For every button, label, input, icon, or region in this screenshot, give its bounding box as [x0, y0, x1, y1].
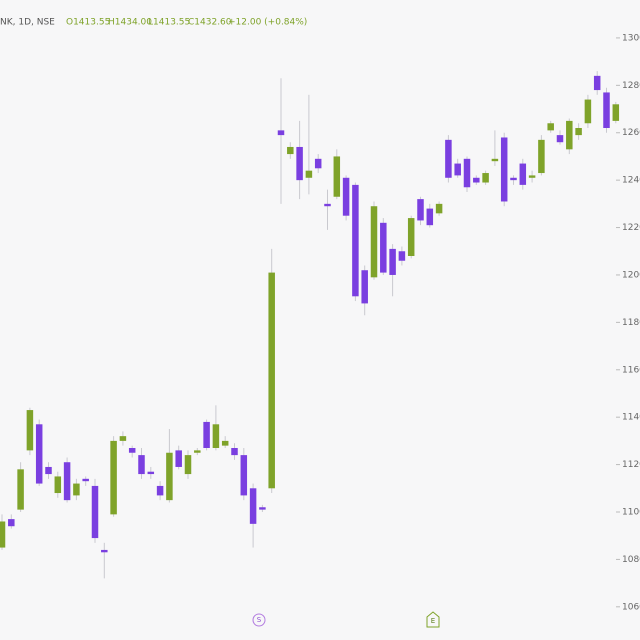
candle-body — [110, 440, 117, 515]
candle-body — [510, 177, 517, 181]
candle-body — [0, 521, 6, 548]
candle-body — [528, 175, 536, 178]
close-label: C1432.60 — [188, 18, 232, 28]
candle-body — [398, 251, 406, 261]
y-tick-label: 1220 — [622, 223, 640, 233]
candle-body — [324, 203, 331, 207]
candle-body — [463, 158, 471, 188]
candle-body — [128, 448, 136, 453]
header: NK, 1D, NSE O1413.55 H1434.00 L1413.55 C… — [0, 18, 307, 28]
candle-body — [491, 158, 499, 162]
candle-body — [26, 410, 34, 451]
y-tick-label: 1100 — [622, 508, 640, 518]
candle-body — [221, 440, 229, 446]
y-tick-label: 1300 — [622, 33, 640, 43]
candle-body — [342, 177, 350, 216]
open-label: O1413.55 — [66, 18, 110, 28]
candle-body — [259, 507, 266, 510]
candle-body — [305, 170, 313, 178]
earnings-marker-label: E — [431, 617, 435, 625]
candle-body — [73, 483, 80, 496]
candle-body — [91, 485, 99, 539]
candle-body — [184, 455, 192, 475]
candle-body — [352, 184, 359, 297]
candle-body — [333, 156, 341, 197]
candle-body — [547, 123, 554, 131]
candle-body — [240, 455, 248, 496]
candle-body — [35, 424, 43, 484]
candle-body — [147, 471, 155, 475]
candle-body — [575, 128, 582, 136]
y-tick-label: 1120 — [622, 460, 640, 470]
candle-body — [435, 203, 443, 214]
candle-body — [426, 208, 434, 226]
y-tick-label: 1200 — [622, 270, 640, 280]
y-tick-label: 1180 — [622, 318, 640, 328]
candle-body — [370, 206, 378, 278]
candle-body — [175, 450, 182, 467]
candle-body — [212, 424, 220, 448]
candle-body — [249, 488, 257, 524]
candle-body — [538, 139, 545, 174]
candle-body — [287, 146, 294, 155]
candle-body — [389, 248, 396, 275]
candle-body — [407, 218, 415, 256]
candle-body — [101, 549, 108, 553]
candle-body — [194, 450, 201, 453]
candle-body — [82, 478, 89, 482]
candle-body — [63, 462, 71, 501]
split-marker — [252, 613, 266, 627]
change-label: +12.00 (+0.84%) — [228, 18, 307, 28]
candle-body — [454, 163, 461, 176]
candle-body — [45, 466, 52, 475]
candle-body — [584, 99, 592, 124]
candle-body — [612, 104, 620, 121]
candle-body — [519, 163, 527, 185]
high-label: H1434.00 — [108, 18, 152, 28]
candle-body — [54, 476, 62, 494]
low-label: L1413.55 — [148, 18, 190, 28]
candle-body — [473, 177, 480, 183]
event-markers: S E — [252, 611, 440, 628]
candle-body — [268, 272, 275, 489]
earnings-marker — [426, 611, 440, 628]
candle-body — [314, 158, 322, 169]
candle-body — [445, 139, 452, 178]
y-tick-label: 1240 — [622, 176, 640, 186]
candle-body — [231, 448, 238, 456]
candle-body — [361, 270, 368, 304]
candle-body — [296, 146, 303, 181]
y-tick-label: 1280 — [622, 81, 640, 91]
y-tick-label: 1060 — [622, 602, 640, 612]
candle-body — [380, 222, 387, 273]
candle-body — [203, 421, 210, 448]
candle-body — [482, 173, 489, 183]
y-tick-label: 1160 — [622, 365, 640, 375]
candle-body — [8, 519, 15, 527]
candle-body — [277, 130, 285, 136]
y-tick-label: 1080 — [622, 555, 640, 565]
split-marker-label: S — [257, 616, 262, 624]
candle-body — [138, 455, 145, 475]
y-tick-label: 1140 — [622, 413, 640, 423]
candle-body — [566, 120, 573, 150]
candle-body — [17, 469, 24, 510]
y-tick-label: 1260 — [622, 128, 640, 138]
candle-body — [156, 485, 164, 496]
candle-body — [556, 135, 564, 143]
candle-body — [417, 199, 424, 221]
chart-title: NK, 1D, NSE — [0, 18, 55, 28]
candle-body — [166, 452, 173, 501]
candle-body — [603, 92, 610, 128]
candle-body — [500, 137, 508, 202]
candle-body — [119, 436, 127, 441]
candle-body — [593, 75, 601, 91]
